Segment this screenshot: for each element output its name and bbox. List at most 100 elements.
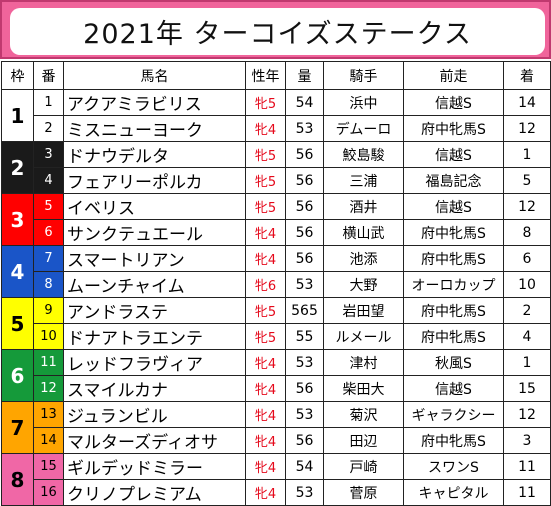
jockey: 酒井 [323,193,404,220]
sex-age: 牝4 [245,349,286,376]
sex-age: 牝4 [245,115,286,142]
jockey: 岩田望 [323,297,404,324]
horse-number: 14 [33,427,64,454]
horse-number: 10 [33,323,64,350]
previous-race: 信越S [403,141,504,168]
horse-name: ドナアトラエンテ [63,323,246,350]
jockey: 横山武 [323,219,404,246]
carried-weight: 53 [285,115,324,142]
table-row: 1 1 アクアミラビリス 牝5 54 浜中 信越S 14 [1,89,551,142]
carried-weight: 56 [285,427,324,454]
sex-age: 牝4 [245,401,286,428]
horse-number: 1 [33,89,64,116]
previous-finish: 6 [503,245,551,272]
jockey: 鮫島駿 [323,141,404,168]
previous-finish: 8 [503,219,551,246]
horse-name: ミスニューヨーク [63,115,246,142]
jockey: 三浦 [323,167,404,194]
horse-number: 5 [33,193,64,220]
carried-weight: 56 [285,219,324,246]
table-row: 12 スマイルカナ 牝4 56 柴田大 信越S 15 [2,375,551,402]
previous-finish: 2 [503,297,551,324]
carried-weight: 54 [285,89,324,116]
jockey: 津村 [323,349,404,376]
horse-name: ギルデッドミラー [63,453,246,480]
carried-weight: 56 [285,375,324,402]
sex-age: 牝6 [245,271,286,298]
horse-number: 7 [33,245,64,272]
horse-number: 2 [33,115,64,142]
page-title: 2021年 ターコイズステークス [83,19,472,50]
carried-weight: 565 [285,297,324,324]
horse-number: 15 [33,453,64,480]
table-row: 2 3 ドナウデルタ 牝5 56 鮫島駿 信越S 1 [1,141,551,194]
sex-age: 牝4 [245,375,286,402]
header-waku: 枠 [1,61,34,90]
table-row: 4 フェアリーポルカ 牝5 56 三浦 福島記念 5 [2,167,551,194]
sex-age: 牝4 [245,453,286,480]
previous-race: 信越S [403,375,504,402]
header-weight: 量 [285,61,324,90]
previous-race: 秋風S [403,349,504,376]
sex-age: 牝4 [245,245,286,272]
carried-weight: 56 [285,167,324,194]
jockey: 柴田大 [323,375,404,402]
horse-number: 6 [33,219,64,246]
previous-race: 福島記念 [403,167,504,194]
previous-race: スワンS [403,453,504,480]
jockey: 菊沢 [323,401,404,428]
horse-name: サンクテュエール [63,219,246,246]
title-box: 2021年 ターコイズステークス [10,8,545,55]
horse-number: 3 [33,141,64,168]
sex-age: 牝5 [245,193,286,220]
waku-cell: 1 [1,89,34,142]
previous-race: オーロカップ [403,271,504,298]
title-banner: 2021年 ターコイズステークス [0,0,551,59]
table-row: 10 ドナアトラエンテ 牝5 55 ルメール 府中牝馬S 4 [2,323,551,350]
previous-finish: 12 [503,115,551,142]
header-sex-age: 性年 [245,61,286,90]
entry-table: 枠 番 馬名 性年 量 騎手 前走 着 1 1 アクアミラビリス 牝5 54 浜… [1,61,551,506]
horse-name: フェアリーポルカ [63,167,246,194]
carried-weight: 56 [285,141,324,168]
previous-race: キャピタル [403,479,504,506]
sex-age: 牝4 [245,479,286,506]
table-row: 6 サンクテュエール 牝4 56 横山武 府中牝馬S 8 [2,219,551,246]
previous-race: ギャラクシー [403,401,504,428]
sex-age: 牝5 [245,141,286,168]
previous-finish: 3 [503,427,551,454]
previous-finish: 4 [503,323,551,350]
previous-finish: 15 [503,375,551,402]
header-jockey: 騎手 [323,61,404,90]
waku-cell: 4 [1,245,34,298]
horse-number: 9 [33,297,64,324]
horse-name: ドナウデルタ [63,141,246,168]
table-row: 14 マルターズディオサ 牝4 56 田辺 府中牝馬S 3 [2,427,551,454]
horse-number: 8 [33,271,64,298]
sex-age: 牝5 [245,89,286,116]
jockey: 戸崎 [323,453,404,480]
header-number: 番 [33,61,64,90]
horse-name: アクアミラビリス [63,89,246,116]
waku-cell: 5 [1,297,34,350]
sex-age: 牝5 [245,297,286,324]
carried-weight: 53 [285,271,324,298]
jockey: 菅原 [323,479,404,506]
sex-age: 牝4 [245,427,286,454]
waku-cell: 8 [1,453,34,506]
waku-cell: 6 [1,349,34,402]
previous-finish: 5 [503,167,551,194]
previous-race: 府中牝馬S [403,297,504,324]
horse-name: クリノプレミアム [63,479,246,506]
horse-name: ジュランビル [63,401,246,428]
horse-name: スマイルカナ [63,375,246,402]
carried-weight: 53 [285,349,324,376]
horse-number: 4 [33,167,64,194]
horse-number: 12 [33,375,64,402]
carried-weight: 56 [285,245,324,272]
previous-finish: 11 [503,453,551,480]
jockey: 浜中 [323,89,404,116]
table-row: 4 7 スマートリアン 牝4 56 池添 府中牝馬S 6 [1,245,551,298]
previous-finish: 1 [503,141,551,168]
table-row: 8 ムーンチャイム 牝6 53 大野 オーロカップ 10 [2,271,551,298]
